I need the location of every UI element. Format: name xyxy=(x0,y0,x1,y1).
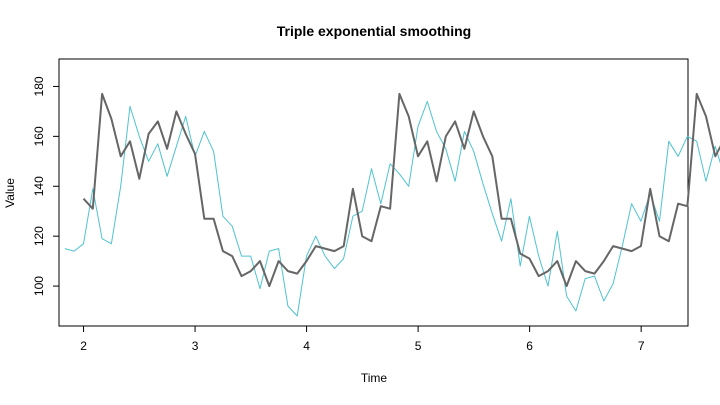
x-tick-label: 4 xyxy=(303,339,310,353)
y-tick-label: 140 xyxy=(32,176,46,196)
x-tick-label: 7 xyxy=(638,339,645,353)
x-tick-label: 5 xyxy=(415,339,422,353)
y-tick-label: 100 xyxy=(32,276,46,296)
x-axis: 2 3 4 5 6 7 xyxy=(80,326,645,353)
chart-title: Triple exponential smoothing xyxy=(277,23,471,39)
series-layer xyxy=(65,94,720,316)
x-axis-label: Time xyxy=(361,371,388,385)
y-axis: 100 120 140 160 180 xyxy=(32,76,59,296)
y-tick-label: 180 xyxy=(32,76,46,96)
y-tick-label: 120 xyxy=(32,226,46,246)
x-tick-label: 6 xyxy=(526,339,533,353)
series-observed-line xyxy=(65,101,720,316)
series-fitted-line xyxy=(84,94,720,289)
x-tick-label: 2 xyxy=(80,339,87,353)
y-axis-label: Value xyxy=(3,178,17,208)
plot-frame xyxy=(59,59,688,326)
y-tick-label: 160 xyxy=(32,126,46,146)
x-tick-label: 3 xyxy=(192,339,199,353)
